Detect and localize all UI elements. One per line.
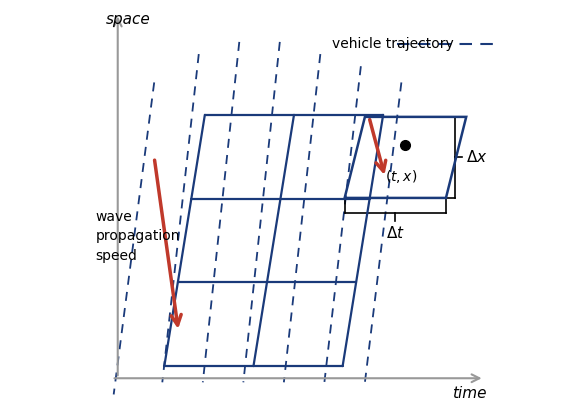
Text: wave
propagation
speed: wave propagation speed	[95, 210, 180, 263]
Text: time: time	[452, 386, 486, 401]
Text: $\Delta x$: $\Delta x$	[466, 149, 488, 165]
Text: space: space	[106, 11, 151, 27]
Text: $\Delta t$: $\Delta t$	[386, 225, 405, 241]
Text: $(t, x)$: $(t, x)$	[385, 168, 417, 184]
Text: vehicle trajectory: vehicle trajectory	[332, 37, 455, 51]
